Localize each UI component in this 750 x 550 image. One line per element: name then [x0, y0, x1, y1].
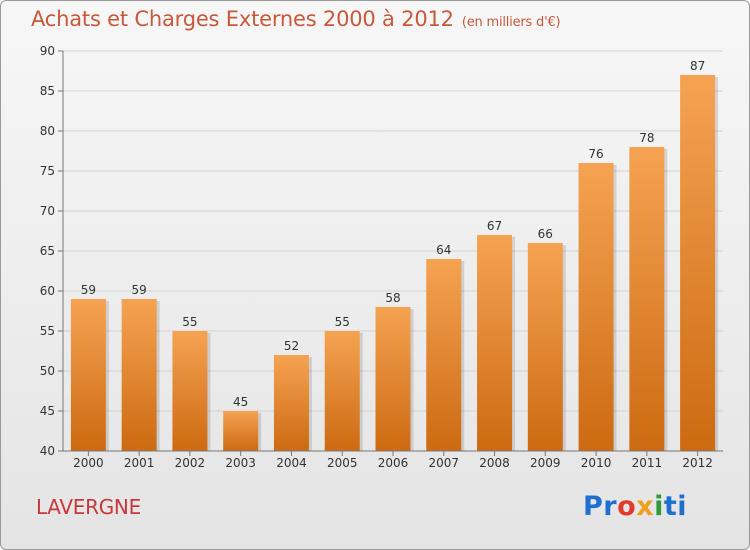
data-label: 55 [335, 315, 350, 329]
logo-part: o [617, 491, 637, 522]
data-label: 45 [233, 395, 248, 409]
bar [121, 299, 157, 451]
x-tick-label: 2004 [276, 456, 307, 470]
y-tick-label: 65 [40, 244, 55, 258]
x-tick-label: 2012 [682, 456, 713, 470]
chart-unit: (en milliers d'€) [461, 15, 561, 30]
data-label: 76 [588, 147, 603, 161]
bar [324, 331, 360, 451]
x-tick-label: 2002 [175, 456, 206, 470]
x-tick-label: 2011 [632, 456, 663, 470]
logo-part: Pr [583, 491, 618, 522]
data-label: 67 [487, 219, 502, 233]
x-tick-label: 2003 [225, 456, 256, 470]
bar [223, 411, 259, 451]
data-label: 66 [538, 227, 553, 241]
logo-part: x [636, 491, 655, 522]
bar [172, 331, 208, 451]
axes: 40 45 50 55 60 65 70 75 80 85 90 2000 2001 2002 2003 20… [40, 44, 723, 470]
x-tick-label: 2000 [73, 456, 104, 470]
bar [477, 235, 513, 451]
x-tick-label: 2007 [428, 456, 459, 470]
title-text: Achats et Charges Externes 2000 à 2012 [31, 7, 454, 31]
data-label: 64 [436, 243, 451, 257]
bars: 59 59 55 45 52 55 58 64 67 66 76 78 87 [70, 59, 719, 451]
x-tick-label: 2005 [327, 456, 358, 470]
data-label: 87 [690, 59, 705, 73]
x-tick-label: 2009 [530, 456, 561, 470]
bar [70, 299, 106, 451]
bar [680, 75, 716, 451]
y-tick-label: 80 [40, 124, 55, 138]
bar [375, 307, 411, 451]
x-tick-label: 2006 [378, 456, 409, 470]
x-tick-label: 2001 [124, 456, 155, 470]
proxiti-logo: Proxiti [583, 491, 687, 522]
data-label: 78 [639, 131, 654, 145]
y-tick-label: 70 [40, 204, 55, 218]
x-tick-label: 2008 [479, 456, 510, 470]
y-tick-label: 40 [40, 444, 55, 458]
data-label: 59 [132, 283, 147, 297]
bar [578, 163, 614, 451]
bar [273, 355, 309, 451]
y-tick-label: 45 [40, 404, 55, 418]
logo-part: ti [663, 491, 688, 522]
place-name: LAVERGNE [36, 495, 141, 519]
y-tick-label: 75 [40, 164, 55, 178]
y-tick-label: 60 [40, 284, 55, 298]
y-tick-label: 90 [40, 44, 55, 58]
bar [527, 243, 563, 451]
bar [426, 259, 462, 451]
data-label: 59 [81, 283, 96, 297]
data-label: 52 [284, 339, 299, 353]
bar [629, 147, 665, 451]
data-label: 55 [182, 315, 197, 329]
data-label: 58 [385, 291, 400, 305]
y-tick-label: 50 [40, 364, 55, 378]
chart-title: Achats et Charges Externes 2000 à 2012 (e… [31, 7, 561, 31]
y-tick-label: 85 [40, 84, 55, 98]
logo-part: i [654, 491, 664, 522]
y-tick-label: 55 [40, 324, 55, 338]
x-tick-label: 2010 [581, 456, 612, 470]
